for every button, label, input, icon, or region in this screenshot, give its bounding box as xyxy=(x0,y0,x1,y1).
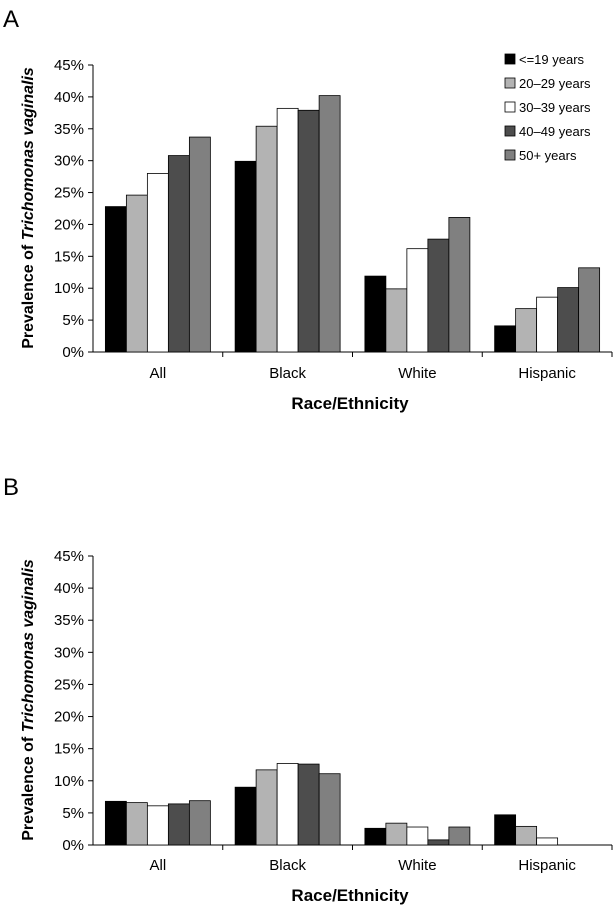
bar-a xyxy=(167,155,190,353)
y-axis-title-a-italic: Trichomonas vaginalis xyxy=(20,67,37,240)
y-tick-label-a: 40% xyxy=(54,89,84,106)
category-label-b: Black xyxy=(269,857,306,874)
bar-b xyxy=(104,800,127,846)
bar-a xyxy=(234,160,257,353)
bar-b xyxy=(536,837,559,846)
bar-a xyxy=(146,173,169,353)
y-tick-label-a: 30% xyxy=(54,153,84,170)
legend-swatch xyxy=(504,125,516,137)
bar-a xyxy=(448,217,471,353)
bar-b xyxy=(234,786,257,846)
y-axis-title-b-prefix: Prevalence of xyxy=(20,732,37,841)
bar-b xyxy=(406,826,429,846)
legend-label: 20–29 years xyxy=(519,76,591,91)
category-label-a: Black xyxy=(269,365,306,382)
bar-b xyxy=(146,805,169,846)
bar-b xyxy=(276,763,299,846)
y-tick-label-a: 5% xyxy=(62,312,84,329)
legend-label: 50+ years xyxy=(519,148,577,163)
y-tick-label-a: 35% xyxy=(54,121,84,138)
panel-letter-a: A xyxy=(3,6,19,33)
bar-a xyxy=(188,136,211,353)
bar-a xyxy=(578,267,601,353)
y-tick-label-b: 25% xyxy=(54,676,84,693)
bar-b xyxy=(167,803,190,846)
y-tick-label-b: 5% xyxy=(62,805,84,822)
panel-letter-b: B xyxy=(3,474,19,501)
y-tick-label-b: 0% xyxy=(62,837,84,854)
bar-b xyxy=(515,825,538,846)
bar-a xyxy=(125,194,148,353)
y-tick-label-b: 20% xyxy=(54,709,84,726)
y-axis-title-b: Prevalence of Trichomonas vaginalis xyxy=(20,559,37,841)
bar-a xyxy=(536,296,559,353)
y-tick-label-b: 40% xyxy=(54,580,84,597)
bar-b xyxy=(364,827,387,846)
y-tick-label-b: 45% xyxy=(54,548,84,565)
y-tick-label-b: 15% xyxy=(54,741,84,758)
bar-a xyxy=(494,325,517,353)
y-tick-label-a: 0% xyxy=(62,344,84,361)
category-label-b: White xyxy=(398,857,436,874)
bar-a xyxy=(255,125,278,353)
legend-label: <=19 years xyxy=(519,52,585,67)
plot-panel-b: 0% 5% 10% 15% 20% 25% 30% 35% 40% 45% All Black Whit… xyxy=(54,548,613,874)
legend-swatch xyxy=(504,77,516,89)
legend-label: 40–49 years xyxy=(519,124,591,139)
bar-b xyxy=(297,763,320,846)
y-axis-title-b-italic: Trichomonas vaginalis xyxy=(20,559,37,732)
bar-a xyxy=(427,238,450,353)
bar-a xyxy=(318,95,341,353)
y-tick-label-a: 20% xyxy=(54,216,84,233)
x-axis-title-a: Race/Ethnicity xyxy=(291,394,409,413)
category-label-a: White xyxy=(398,365,436,382)
category-label-b: Hispanic xyxy=(518,857,576,874)
y-tick-label-b: 10% xyxy=(54,773,84,790)
bar-a xyxy=(276,107,299,353)
category-label-b: All xyxy=(150,857,167,874)
category-label-a: All xyxy=(150,365,167,382)
y-tick-label-a: 45% xyxy=(54,57,84,74)
bar-b xyxy=(494,814,517,846)
plot-panel-a: 0% 5% 10% 15% 20% 25% 30% 35% 40% 45% All Black Whit… xyxy=(54,52,613,382)
category-label-a: Hispanic xyxy=(518,365,576,382)
y-tick-label-a: 10% xyxy=(54,280,84,297)
bar-b xyxy=(448,826,471,846)
x-axis-title-b: Race/Ethnicity xyxy=(291,886,409,905)
y-tick-label-a: 15% xyxy=(54,248,84,265)
bar-a xyxy=(385,288,408,353)
y-tick-label-b: 35% xyxy=(54,612,84,629)
legend-swatch xyxy=(504,149,516,161)
bar-b xyxy=(255,769,278,846)
bar-b xyxy=(318,773,341,846)
bar-a xyxy=(297,109,320,353)
bar-b xyxy=(385,822,408,846)
y-tick-label-b: 30% xyxy=(54,644,84,661)
bar-a xyxy=(406,248,429,353)
bar-b xyxy=(125,802,148,846)
bar-a xyxy=(515,308,538,353)
y-axis-title-a-prefix: Prevalence of xyxy=(20,240,37,349)
legend-swatch xyxy=(504,53,516,65)
legend-swatch xyxy=(504,101,516,113)
y-tick-label-a: 25% xyxy=(54,185,84,202)
bar-a xyxy=(364,275,387,353)
bar-b xyxy=(188,800,211,846)
bar-b xyxy=(427,839,450,846)
bar-a xyxy=(557,287,580,353)
legend-label: 30–39 years xyxy=(519,100,591,115)
bar-a xyxy=(104,206,127,353)
y-axis-title-a: Prevalence of Trichomonas vaginalis xyxy=(20,67,37,349)
